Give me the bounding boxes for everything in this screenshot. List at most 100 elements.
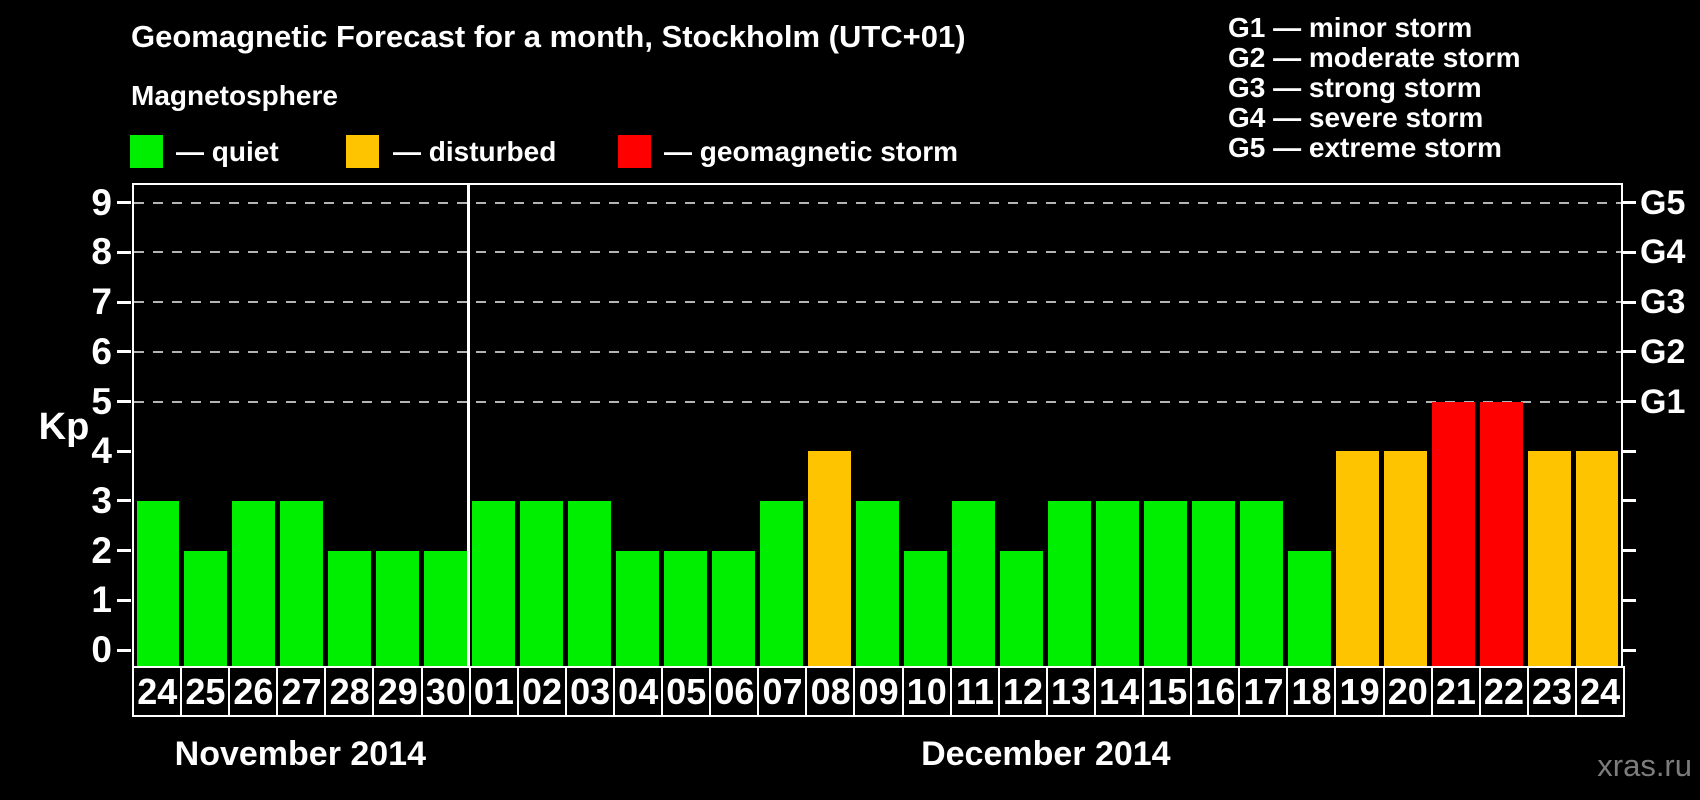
quiet-color-swatch <box>130 135 163 168</box>
y-axis-tick-label: 5 <box>91 380 112 422</box>
y-axis-tick <box>117 449 131 453</box>
y-axis-tick <box>117 201 131 205</box>
date-cell: 18 <box>1286 666 1337 717</box>
y-axis-tick <box>117 250 131 254</box>
disturbed-color-swatch <box>346 135 379 168</box>
kp-bar <box>808 451 851 667</box>
date-cell: 06 <box>709 666 760 717</box>
kp-bar <box>760 500 804 667</box>
kp-bar <box>1575 451 1619 667</box>
y-axis-tick <box>117 350 131 354</box>
g-axis-label: G2 <box>1640 332 1686 371</box>
kp-gridline <box>134 201 1621 204</box>
date-cell: 11 <box>949 666 1001 717</box>
y-axis-tick-label: 7 <box>91 281 112 323</box>
y-axis-tick-label: 6 <box>91 330 112 372</box>
date-cell: 16 <box>1190 666 1241 717</box>
y-axis-tick-label: 3 <box>91 479 112 521</box>
y-axis-tick-label: 4 <box>91 430 112 472</box>
kp-bar <box>1287 550 1331 667</box>
kp-bar <box>376 550 420 667</box>
date-cell: 22 <box>1478 666 1530 717</box>
g-legend-line: G1 — minor storm <box>1228 12 1473 43</box>
right-axis-tick <box>1622 250 1636 254</box>
kp-bar <box>1335 451 1379 667</box>
kp-bar <box>424 550 468 667</box>
g-legend-line: G4 — severe storm <box>1228 102 1484 133</box>
kp-bar <box>1191 500 1235 667</box>
kp-bar <box>951 500 995 667</box>
date-cell: 27 <box>276 666 327 717</box>
kp-bar <box>136 500 180 667</box>
date-cell: 02 <box>516 666 568 717</box>
month-label: December 2014 <box>921 735 1171 773</box>
g-axis-label: G5 <box>1640 183 1686 222</box>
kp-gridline <box>134 251 1621 254</box>
kp-bar <box>712 550 756 667</box>
kp-bar <box>616 550 660 667</box>
right-axis-tick <box>1622 499 1636 503</box>
month-separator-line <box>467 185 471 666</box>
date-cell: 28 <box>324 666 375 717</box>
kp-gridline <box>134 400 1621 403</box>
kp-bar <box>1527 451 1571 667</box>
kp-bar <box>1047 500 1091 667</box>
y-axis-tick <box>117 648 131 652</box>
y-axis-tick <box>117 499 131 503</box>
date-cell: 24 <box>1574 666 1626 717</box>
y-axis-tick-label: 2 <box>91 529 112 571</box>
date-cell: 29 <box>372 666 423 717</box>
magnetosphere-legend-title: Magnetosphere <box>131 80 338 111</box>
date-cell: 25 <box>180 666 231 717</box>
kp-bar <box>280 500 324 667</box>
quiet-legend-label: — quiet <box>176 136 279 167</box>
g-legend-line: G5 — extreme storm <box>1228 132 1502 163</box>
right-axis-tick <box>1622 648 1636 652</box>
kp-bar <box>1239 500 1283 667</box>
date-cell: 12 <box>997 666 1049 717</box>
g-legend-line: G2 — moderate storm <box>1228 42 1521 73</box>
kp-bar <box>328 550 372 667</box>
date-cell: 03 <box>564 666 616 717</box>
right-axis-tick <box>1622 549 1636 553</box>
date-cell: 07 <box>757 666 808 717</box>
date-cell: 09 <box>853 666 904 717</box>
kp-gridline <box>134 301 1621 304</box>
g-legend-line: G3 — strong storm <box>1228 72 1482 103</box>
date-cell: 24 <box>132 666 183 717</box>
right-axis-tick <box>1622 300 1636 304</box>
date-cell: 19 <box>1334 666 1385 717</box>
disturbed-legend-label: — disturbed <box>393 136 557 167</box>
g-axis-label: G3 <box>1640 283 1686 322</box>
kp-bar <box>1143 500 1187 667</box>
y-axis-tick <box>117 598 131 602</box>
y-axis-tick <box>117 549 131 553</box>
kp-bar <box>520 500 564 667</box>
kp-bar <box>1095 500 1139 667</box>
date-cell: 04 <box>612 666 664 717</box>
kp-bar <box>1431 401 1475 667</box>
g-axis-label: G1 <box>1640 382 1686 421</box>
date-cell: 01 <box>468 666 520 717</box>
y-axis-tick <box>117 400 131 403</box>
kp-bar <box>184 550 228 667</box>
kp-gridline <box>134 350 1621 353</box>
date-cell: 15 <box>1142 666 1193 717</box>
date-cell: 26 <box>228 666 279 717</box>
y-axis-tick-label: 1 <box>91 579 112 621</box>
right-axis-tick <box>1622 598 1636 602</box>
kp-bar <box>999 550 1043 667</box>
watermark-text: xras.ru <box>1597 748 1692 783</box>
storm-legend-label: — geomagnetic storm <box>664 136 959 167</box>
right-axis-tick <box>1622 201 1636 205</box>
date-cell: 05 <box>661 666 712 717</box>
month-label: November 2014 <box>174 735 427 773</box>
date-cell: 13 <box>1045 666 1097 717</box>
kp-axis-label: Kp <box>38 406 90 448</box>
y-axis-tick <box>117 300 131 304</box>
g-axis-label: G4 <box>1640 233 1686 272</box>
date-cell: 30 <box>420 666 472 717</box>
kp-bar <box>856 500 899 667</box>
right-axis-tick <box>1622 350 1636 354</box>
